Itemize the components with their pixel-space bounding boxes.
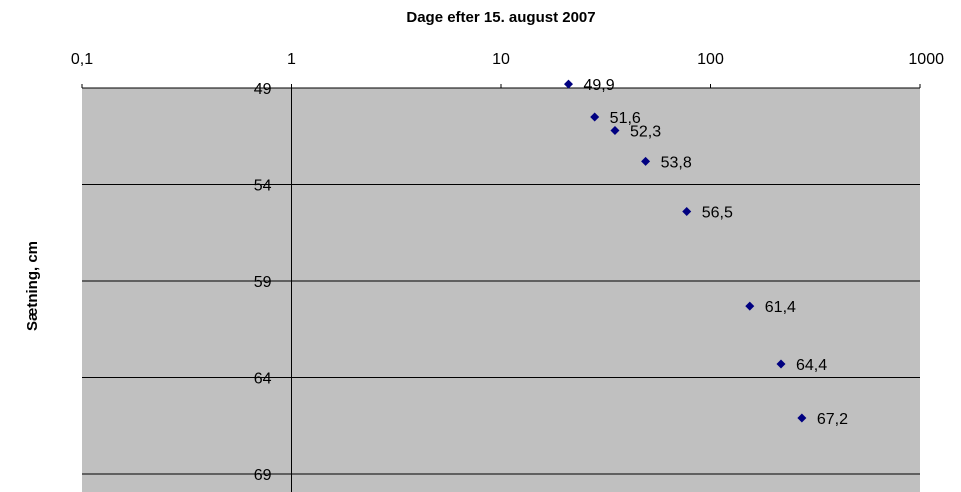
data-label: 52,3 — [630, 123, 661, 140]
data-point — [590, 112, 600, 122]
data-label: 64,4 — [796, 357, 827, 374]
data-point — [641, 156, 651, 166]
data-point — [564, 79, 574, 89]
data-point — [797, 413, 807, 423]
y-axis-ticks: 49 54 59 64 69 — [254, 81, 296, 484]
data-label: 56,5 — [702, 205, 733, 222]
data-label: 49,9 — [584, 77, 615, 94]
data-label: 67,2 — [817, 411, 848, 428]
plot-area — [82, 88, 920, 492]
data-label: 61,4 — [765, 299, 796, 316]
x-tick-label: 0,1 — [71, 51, 93, 68]
y-tick-label: 49 — [254, 81, 272, 98]
y-tick-label: 64 — [254, 371, 272, 388]
x-tick-label: 100 — [697, 51, 724, 68]
data-point — [745, 301, 755, 311]
x-axis-ticks: 0,1 1 10 100 1000 — [71, 51, 944, 88]
data-point — [682, 207, 692, 217]
x-tick-label: 1 — [287, 51, 296, 68]
x-axis-title: Dage efter 15. august 2007 — [406, 9, 595, 26]
data-label: 53,8 — [661, 154, 692, 171]
y-axis-title: Sætning, cm — [24, 241, 41, 331]
data-points: 49,9 51,652,353,8 56,5 61,4 64,4 67,2 — [564, 77, 848, 428]
y-tick-label: 69 — [254, 467, 272, 484]
x-tick-label: 1000 — [908, 51, 944, 68]
y-tick-label: 59 — [254, 274, 272, 291]
data-point — [610, 125, 620, 135]
data-label: 51,6 — [610, 110, 641, 127]
x-tick-label: 10 — [492, 51, 510, 68]
y-tick-label: 54 — [254, 178, 272, 195]
data-point — [776, 359, 786, 369]
